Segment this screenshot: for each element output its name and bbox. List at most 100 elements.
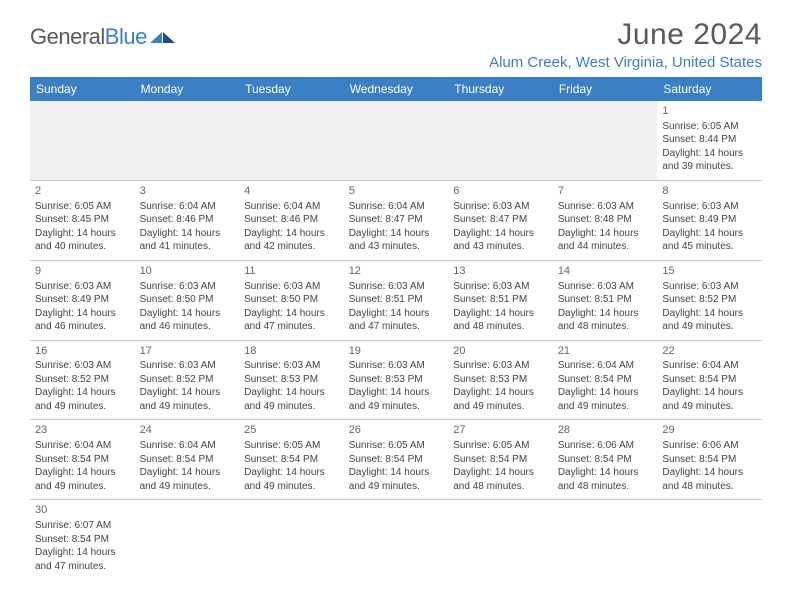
weekday-header: Friday — [553, 77, 658, 101]
sunset-line: Sunset: 8:52 PM — [140, 373, 235, 387]
day-number: 16 — [35, 344, 130, 359]
sunrise-line: Sunrise: 6:07 AM — [35, 519, 130, 533]
calendar-day-cell: 4Sunrise: 6:04 AMSunset: 8:46 PMDaylight… — [239, 180, 344, 260]
day-number: 8 — [662, 184, 757, 199]
calendar-day-cell — [344, 101, 449, 180]
daylight-line: Daylight: 14 hours and 45 minutes. — [662, 227, 757, 254]
sunrise-line: Sunrise: 6:03 AM — [558, 200, 653, 214]
sunset-line: Sunset: 8:54 PM — [244, 453, 339, 467]
day-number: 21 — [558, 344, 653, 359]
sunrise-line: Sunrise: 6:03 AM — [244, 280, 339, 294]
calendar-day-cell — [448, 500, 553, 579]
calendar-day-cell: 11Sunrise: 6:03 AMSunset: 8:50 PMDayligh… — [239, 260, 344, 340]
sunrise-line: Sunrise: 6:03 AM — [140, 359, 235, 373]
day-number: 12 — [349, 264, 444, 279]
daylight-line: Daylight: 14 hours and 47 minutes. — [349, 307, 444, 334]
sunset-line: Sunset: 8:51 PM — [558, 293, 653, 307]
calendar-day-cell: 12Sunrise: 6:03 AMSunset: 8:51 PMDayligh… — [344, 260, 449, 340]
calendar-day-cell: 18Sunrise: 6:03 AMSunset: 8:53 PMDayligh… — [239, 340, 344, 420]
calendar-day-cell: 8Sunrise: 6:03 AMSunset: 8:49 PMDaylight… — [657, 180, 762, 260]
day-number: 28 — [558, 423, 653, 438]
daylight-line: Daylight: 14 hours and 44 minutes. — [558, 227, 653, 254]
sunrise-line: Sunrise: 6:03 AM — [662, 280, 757, 294]
sunrise-line: Sunrise: 6:03 AM — [349, 280, 444, 294]
logo: GeneralBlue — [30, 24, 176, 50]
daylight-line: Daylight: 14 hours and 49 minutes. — [453, 386, 548, 413]
daylight-line: Daylight: 14 hours and 49 minutes. — [140, 386, 235, 413]
sunset-line: Sunset: 8:46 PM — [244, 213, 339, 227]
calendar-day-cell: 30Sunrise: 6:07 AMSunset: 8:54 PMDayligh… — [30, 500, 135, 579]
weekday-header-row: Sunday Monday Tuesday Wednesday Thursday… — [30, 77, 762, 101]
calendar-day-cell: 20Sunrise: 6:03 AMSunset: 8:53 PMDayligh… — [448, 340, 553, 420]
daylight-line: Daylight: 14 hours and 48 minutes. — [662, 466, 757, 493]
sunrise-line: Sunrise: 6:04 AM — [558, 359, 653, 373]
calendar-day-cell — [344, 500, 449, 579]
calendar-day-cell: 24Sunrise: 6:04 AMSunset: 8:54 PMDayligh… — [135, 420, 240, 500]
sunrise-line: Sunrise: 6:03 AM — [349, 359, 444, 373]
sunrise-line: Sunrise: 6:03 AM — [35, 359, 130, 373]
daylight-line: Daylight: 14 hours and 49 minutes. — [349, 386, 444, 413]
day-number: 20 — [453, 344, 548, 359]
day-number: 2 — [35, 184, 130, 199]
calendar-day-cell: 26Sunrise: 6:05 AMSunset: 8:54 PMDayligh… — [344, 420, 449, 500]
calendar-day-cell — [30, 101, 135, 180]
weekday-header: Tuesday — [239, 77, 344, 101]
sunset-line: Sunset: 8:50 PM — [140, 293, 235, 307]
day-number: 7 — [558, 184, 653, 199]
calendar-day-cell: 7Sunrise: 6:03 AMSunset: 8:48 PMDaylight… — [553, 180, 658, 260]
calendar-day-cell: 6Sunrise: 6:03 AMSunset: 8:47 PMDaylight… — [448, 180, 553, 260]
calendar-day-cell — [448, 101, 553, 180]
title-block: June 2024 Alum Creek, West Virginia, Uni… — [489, 18, 762, 71]
daylight-line: Daylight: 14 hours and 40 minutes. — [35, 227, 130, 254]
daylight-line: Daylight: 14 hours and 43 minutes. — [349, 227, 444, 254]
day-number: 18 — [244, 344, 339, 359]
calendar-day-cell — [239, 101, 344, 180]
day-number: 23 — [35, 423, 130, 438]
day-number: 26 — [349, 423, 444, 438]
sunrise-line: Sunrise: 6:03 AM — [140, 280, 235, 294]
calendar-day-cell — [553, 101, 658, 180]
calendar-day-cell: 13Sunrise: 6:03 AMSunset: 8:51 PMDayligh… — [448, 260, 553, 340]
sunset-line: Sunset: 8:53 PM — [244, 373, 339, 387]
sunrise-line: Sunrise: 6:03 AM — [662, 200, 757, 214]
calendar-day-cell: 29Sunrise: 6:06 AMSunset: 8:54 PMDayligh… — [657, 420, 762, 500]
logo-text: GeneralBlue — [30, 24, 147, 50]
calendar-day-cell: 5Sunrise: 6:04 AMSunset: 8:47 PMDaylight… — [344, 180, 449, 260]
sunset-line: Sunset: 8:44 PM — [662, 133, 757, 147]
sunrise-line: Sunrise: 6:03 AM — [453, 280, 548, 294]
calendar-body: 1Sunrise: 6:05 AMSunset: 8:44 PMDaylight… — [30, 101, 762, 579]
day-number: 3 — [140, 184, 235, 199]
weekday-header: Sunday — [30, 77, 135, 101]
sunrise-line: Sunrise: 6:04 AM — [140, 200, 235, 214]
day-number: 27 — [453, 423, 548, 438]
sunset-line: Sunset: 8:47 PM — [453, 213, 548, 227]
daylight-line: Daylight: 14 hours and 49 minutes. — [244, 386, 339, 413]
calendar-week-row: 2Sunrise: 6:05 AMSunset: 8:45 PMDaylight… — [30, 180, 762, 260]
daylight-line: Daylight: 14 hours and 48 minutes. — [453, 307, 548, 334]
calendar-day-cell: 25Sunrise: 6:05 AMSunset: 8:54 PMDayligh… — [239, 420, 344, 500]
month-title: June 2024 — [489, 18, 762, 52]
sunset-line: Sunset: 8:54 PM — [349, 453, 444, 467]
daylight-line: Daylight: 14 hours and 42 minutes. — [244, 227, 339, 254]
day-number: 1 — [662, 104, 757, 119]
calendar-table: Sunday Monday Tuesday Wednesday Thursday… — [30, 77, 762, 579]
sunset-line: Sunset: 8:54 PM — [558, 453, 653, 467]
calendar-day-cell: 28Sunrise: 6:06 AMSunset: 8:54 PMDayligh… — [553, 420, 658, 500]
daylight-line: Daylight: 14 hours and 46 minutes. — [140, 307, 235, 334]
daylight-line: Daylight: 14 hours and 49 minutes. — [558, 386, 653, 413]
daylight-line: Daylight: 14 hours and 49 minutes. — [244, 466, 339, 493]
daylight-line: Daylight: 14 hours and 43 minutes. — [453, 227, 548, 254]
sunrise-line: Sunrise: 6:04 AM — [662, 359, 757, 373]
day-number: 11 — [244, 264, 339, 279]
calendar-day-cell — [657, 500, 762, 579]
sunset-line: Sunset: 8:51 PM — [453, 293, 548, 307]
daylight-line: Daylight: 14 hours and 48 minutes. — [453, 466, 548, 493]
sunset-line: Sunset: 8:46 PM — [140, 213, 235, 227]
calendar-day-cell: 17Sunrise: 6:03 AMSunset: 8:52 PMDayligh… — [135, 340, 240, 420]
sunset-line: Sunset: 8:53 PM — [453, 373, 548, 387]
weekday-header: Thursday — [448, 77, 553, 101]
daylight-line: Daylight: 14 hours and 48 minutes. — [558, 307, 653, 334]
sunset-line: Sunset: 8:54 PM — [662, 453, 757, 467]
calendar-day-cell: 1Sunrise: 6:05 AMSunset: 8:44 PMDaylight… — [657, 101, 762, 180]
day-number: 19 — [349, 344, 444, 359]
